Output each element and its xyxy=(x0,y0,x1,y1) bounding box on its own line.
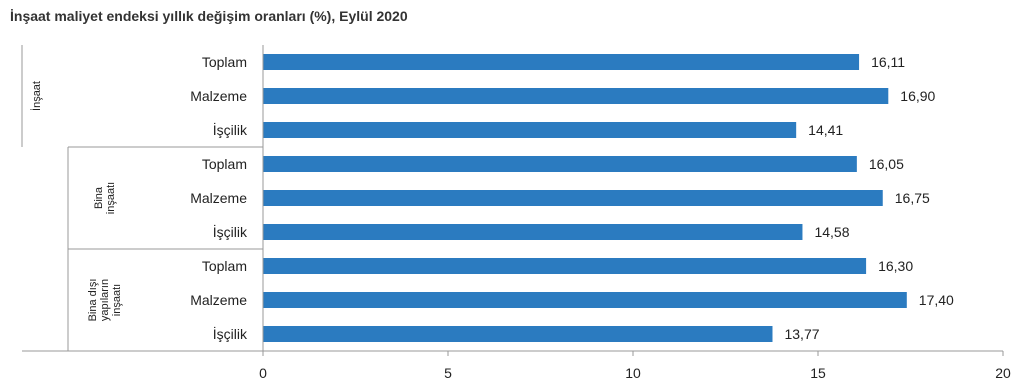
x-tick-label: 0 xyxy=(259,365,267,381)
bar xyxy=(263,326,773,342)
x-tick-label: 5 xyxy=(444,365,452,381)
x-tick-label: 15 xyxy=(810,365,826,381)
bar xyxy=(263,190,883,206)
group-label-line: Bina dışı xyxy=(87,279,99,322)
value-label: 13,77 xyxy=(784,326,819,342)
group-label: Binainşaatı xyxy=(93,182,117,214)
group-label-line: inşaatı xyxy=(111,284,123,316)
x-tick-label: 10 xyxy=(625,365,641,381)
category-label: Malzeme xyxy=(190,190,247,206)
category-label: İşçilik xyxy=(213,223,248,240)
plot-area: İnşaat Toplam 16,11 Malzeme 16,90 İşçilik 14,4… xyxy=(21,45,1011,381)
value-label: 16,30 xyxy=(878,258,913,274)
bar xyxy=(263,88,889,104)
category-label: Malzeme xyxy=(190,292,247,308)
category-label: Malzeme xyxy=(190,88,247,104)
category-label: Toplam xyxy=(202,156,247,172)
bar xyxy=(263,292,907,308)
group-label-line: İnşaat xyxy=(30,81,43,111)
value-label: 16,75 xyxy=(895,190,930,206)
value-label: 16,90 xyxy=(900,88,935,104)
bar xyxy=(263,156,857,172)
group-label-line: Bina xyxy=(93,186,105,209)
value-label: 14,41 xyxy=(808,122,843,138)
bar xyxy=(263,54,860,70)
value-label: 16,11 xyxy=(871,54,905,70)
value-label: 17,40 xyxy=(919,292,954,308)
category-label: Toplam xyxy=(202,54,247,70)
value-label: 16,05 xyxy=(869,156,904,172)
category-label: İşçilik xyxy=(213,325,248,342)
group-label-line: yapıların xyxy=(99,279,111,321)
bar xyxy=(263,224,803,240)
category-label: İşçilik xyxy=(213,121,248,138)
bar xyxy=(263,258,867,274)
group-label: İnşaat xyxy=(30,81,43,111)
group-label: Bina dışıyapılarıninşaatı xyxy=(87,279,123,322)
group-label-line: inşaatı xyxy=(105,182,117,214)
value-label: 14,58 xyxy=(814,224,849,240)
chart-title: İnşaat maliyet endeksi yıllık değişim or… xyxy=(10,8,408,24)
category-label: Toplam xyxy=(202,258,247,274)
bar xyxy=(263,122,797,138)
x-tick-label: 20 xyxy=(995,365,1011,381)
